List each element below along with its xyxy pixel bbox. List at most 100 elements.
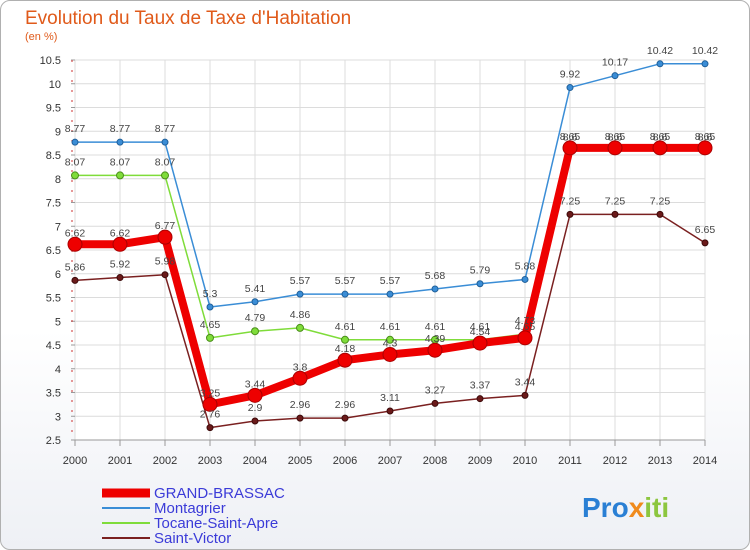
data-label: 5.92 [110,259,131,271]
data-point [341,290,349,298]
data-point [652,140,668,156]
data-label: 4.61 [470,321,491,333]
data-label: 2.9 [248,402,263,414]
data-point [431,285,439,293]
data-point [161,271,169,279]
y-tick-label: 9 [55,126,61,138]
data-point [562,140,578,156]
x-tick-label: 2002 [153,455,177,467]
data-point [296,414,304,422]
y-tick-label: 5.5 [46,293,61,305]
data-label: 4.54 [470,326,491,338]
data-point [71,138,79,146]
data-label: 6.77 [155,220,176,232]
data-point [112,236,128,252]
x-tick-label: 2011 [558,455,582,467]
data-point [566,210,574,218]
data-label: 5.88 [515,260,536,272]
data-label: 5.41 [245,283,266,295]
data-point [71,276,79,284]
logo-part-2: x [629,492,645,523]
data-label: 10.42 [692,45,718,57]
proxiti-logo: Proxiti [582,492,669,523]
data-point [247,387,263,403]
data-label: 4.86 [290,309,311,321]
data-label: 3.44 [515,376,536,388]
legend-label: Montagrier [154,500,226,517]
data-label: 4.18 [335,343,356,355]
x-tick-label: 2006 [333,455,357,467]
x-tick-label: 2009 [468,455,492,467]
data-label: 4.39 [425,333,446,345]
y-tick-label: 9.5 [46,103,61,115]
x-tick-label: 2012 [603,455,627,467]
data-label: 6.62 [110,227,131,239]
y-tick-label: 7 [55,221,61,233]
data-label: 10.17 [602,57,628,69]
legend-label: GRAND-BRASSAC [154,485,285,502]
data-label: 3.27 [425,384,446,396]
data-label: 8.65 [695,131,716,143]
data-label: 3.11 [380,392,400,404]
data-label: 5.3 [203,288,218,300]
data-label: 8.6 [608,131,623,143]
data-label: 3.25 [200,387,221,399]
logo-part-3: iti [644,492,669,523]
y-tick-label: 6 [55,269,61,281]
data-point [701,60,709,68]
data-point [431,399,439,407]
y-tick-label: 3.5 [46,388,61,400]
y-tick-label: 2.5 [46,435,61,447]
data-point [521,391,529,399]
data-point [116,274,124,282]
data-point [607,140,623,156]
x-tick-label: 2007 [378,455,402,467]
data-label: 4.73 [515,315,536,327]
data-label: 5.79 [470,265,491,277]
x-tick-label: 2003 [198,455,222,467]
data-label: 3.44 [245,378,266,390]
data-label: 8.65 [560,131,581,143]
data-point [521,275,529,283]
data-label: 4.61 [425,321,446,333]
data-point [206,303,214,311]
data-label: 2.96 [290,399,311,411]
axes: 2.5 3 3.5 4 4.5 5 5.5 6 6.5 7 7.5 8 8.5 9 9.5 10 10.5 200… [40,55,718,467]
data-point [386,407,394,415]
data-point [427,342,443,358]
data-point [71,171,79,180]
data-point [386,290,394,298]
y-tick-label: 8 [55,174,61,186]
y-tick-label: 6.5 [46,245,61,257]
data-point [386,335,394,344]
y-tick-label: 4.5 [46,340,61,352]
data-point [251,327,259,336]
data-point [161,171,169,180]
data-point [341,414,349,422]
y-tick-label: 7.5 [46,198,61,210]
data-label: 7.25 [605,195,626,207]
data-label: 6.62 [65,227,86,239]
data-point [157,229,173,245]
data-label: 5.57 [335,275,356,287]
data-label: 4.79 [245,312,266,324]
data-label: 6.65 [695,224,716,236]
data-point [517,330,533,346]
y-tick-label: 5 [55,316,61,328]
x-tick-label: 2013 [648,455,672,467]
data-label: 4.61 [335,321,356,333]
grid [74,59,706,441]
data-point [701,239,709,247]
data-label: 8.77 [155,123,176,135]
data-point [382,347,398,362]
logo-part-1: Pro [582,492,629,523]
data-point [656,60,664,68]
data-labels: 6.62 6.626.773.253.443.84.18 4.3 4.394.54 4.… [65,45,719,421]
chart-title: Evolution du Taux de Taxe d'Habitation [25,8,351,29]
data-label: 4.61 [380,321,401,333]
data-label: 4.65 [515,321,536,333]
data-label: 8.65 [650,131,671,143]
data-label: 3.8 [293,361,308,373]
data-point [116,171,124,180]
